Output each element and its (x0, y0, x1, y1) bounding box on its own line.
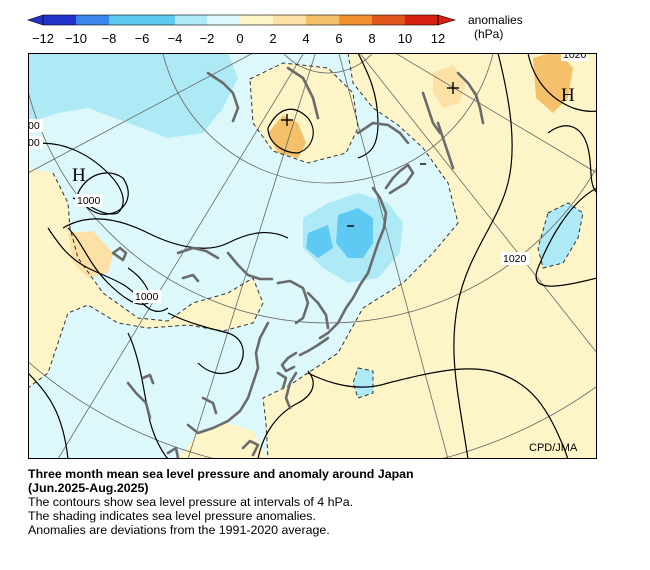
colorbar-segments (27, 14, 457, 26)
caption-title: Three month mean sea level pressure and … (28, 467, 414, 481)
tick-label: −10 (65, 31, 87, 46)
contour-label: 1020 (503, 253, 527, 265)
coastlines (111, 66, 485, 459)
pressure-anomaly-map: 1020 1020 1000 1000 00 00 H H CPD/JMA (28, 53, 597, 459)
high-pressure-marker: H (72, 165, 86, 186)
positive-anomaly-core (533, 53, 573, 113)
tick-label: −8 (102, 31, 117, 46)
credit-label: CPD/JMA (529, 442, 578, 454)
legend-title: anomalies (468, 13, 523, 27)
tick-label: 0 (236, 31, 243, 46)
tick-label: −12 (32, 31, 54, 46)
colorbar-seg-12 (405, 15, 438, 25)
negative-anomaly-area (353, 368, 373, 398)
tick-label: 8 (368, 31, 375, 46)
colorbar-seg-4 (142, 15, 175, 25)
colorbar-seg-1 (43, 15, 76, 25)
negative-anomaly-area (538, 203, 583, 268)
zero-anomaly-contours (28, 53, 584, 459)
colorbar-ticks: −12 −10 −8 −6 −4 −2 0 2 4 6 8 10 12 (32, 31, 445, 46)
positive-anomaly-area (28, 168, 263, 388)
colorbar-seg-2 (76, 15, 109, 25)
colorbar-seg-7 (240, 15, 273, 25)
contour-label: 1020 (563, 53, 587, 61)
colorbar-seg-10 (339, 15, 372, 25)
positive-anomaly-core (268, 115, 306, 158)
colorbar-seg-6 (207, 15, 240, 25)
tick-label: 6 (335, 31, 342, 46)
negative-anomaly-core (336, 208, 373, 258)
positive-anomaly-core (433, 65, 466, 108)
tick-label: 4 (302, 31, 309, 46)
contour-label: 1000 (77, 195, 101, 207)
tick-label: 10 (398, 31, 412, 46)
colorbar-cap-right (437, 14, 457, 26)
colorbar-cap-left (27, 14, 44, 26)
tick-label: 12 (431, 31, 445, 46)
caption-line: The shading indicates sea level pressure… (28, 509, 316, 523)
anomaly-center-marks (281, 82, 459, 227)
negative-anomaly-core (306, 225, 333, 258)
colorbar-seg-9 (306, 15, 339, 25)
caption-period: (Jun.2025-Aug.2025) (28, 481, 149, 495)
contour-label: 00 (28, 120, 40, 132)
tick-label: −6 (135, 31, 150, 46)
colorbar-seg-11 (372, 15, 405, 25)
positive-anomaly-area (178, 423, 268, 459)
contour-labels: 1020 1020 1000 1000 00 00 (28, 53, 588, 303)
contour-label: 1000 (135, 291, 159, 303)
anomaly-colorbar: −12 −10 −8 −6 −4 −2 0 2 4 6 8 10 12 anom… (27, 13, 523, 46)
legend-unit: (hPa) (474, 27, 503, 41)
high-pressure-marker: H (561, 85, 575, 106)
figure-caption: Three month mean sea level pressure and … (28, 467, 628, 537)
contour-label: 00 (28, 137, 40, 149)
colorbar-seg-8 (273, 15, 306, 25)
colorbar-seg-3 (109, 15, 142, 25)
caption-line: Anomalies are deviations from the 1991-2… (28, 523, 330, 537)
colorbar-seg-5 (175, 15, 207, 25)
tick-label: −4 (168, 31, 183, 46)
tick-label: −2 (200, 31, 215, 46)
pressure-contours (28, 53, 597, 459)
negative-anomaly-area (28, 53, 238, 138)
tick-label: 2 (269, 31, 276, 46)
caption-line: The contours show sea level pressure at … (28, 495, 354, 509)
